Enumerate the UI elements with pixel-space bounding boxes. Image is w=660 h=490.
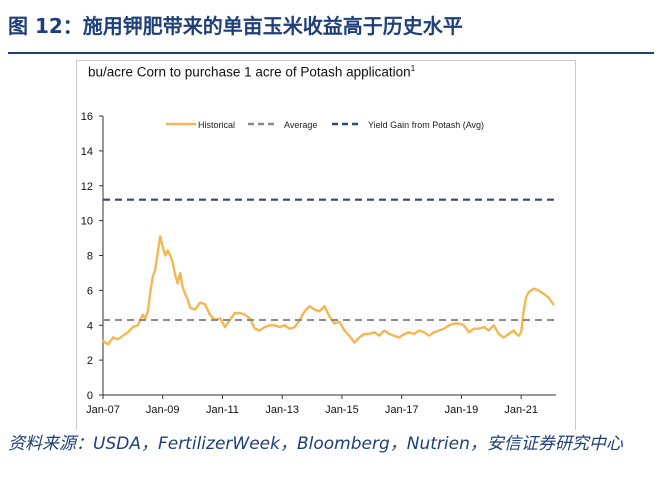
- x-tick-label: Jan-21: [504, 404, 538, 416]
- x-tick-label: Jan-13: [265, 404, 299, 416]
- source-note: 资料来源：USDA，FertilizerWeek，Bloomberg，Nutri…: [8, 434, 623, 454]
- x-tick-label: Jan-15: [325, 404, 359, 416]
- legend-label-1: Historical: [198, 120, 235, 130]
- title-divider: [8, 52, 654, 54]
- legend-label-2: Average: [284, 120, 317, 130]
- x-tick-label: Jan-11: [206, 404, 239, 416]
- y-tick-label: 10: [81, 216, 93, 228]
- x-tick-label: Jan-09: [146, 404, 180, 416]
- y-tick-label: 2: [87, 355, 93, 367]
- chart-title: bu/acre Corn to purchase 1 acre of Potas…: [88, 64, 415, 80]
- y-tick-label: 6: [87, 285, 93, 297]
- historical-line: [101, 235, 555, 346]
- y-tick-label: 4: [87, 320, 93, 332]
- y-tick-label: 14: [81, 146, 93, 158]
- chart-title-text: bu/acre Corn to purchase 1 acre of Potas…: [88, 64, 411, 80]
- y-tick-label: 16: [81, 111, 93, 123]
- x-tick-label: Jan-17: [385, 404, 419, 416]
- x-tick-label: Jan-19: [445, 404, 479, 416]
- y-tick-label: 8: [87, 251, 93, 263]
- figure-title: 图 12：施用钾肥带来的单亩玉米收益高于历史水平: [8, 14, 463, 38]
- y-tick-label: 0: [87, 390, 93, 402]
- line-chart: 0 2 4 6 8 10 12 14 16 Jan-07 Jan-09 Jan-11 Jan-13 Jan…: [81, 111, 556, 416]
- chart-title-footnote-mark: 1: [410, 64, 416, 73]
- legend-label-3: Yield Gain from Potash (Avg): [368, 120, 484, 130]
- x-tick-label: Jan-07: [86, 404, 120, 416]
- y-tick-label: 12: [81, 181, 93, 193]
- chart-frame: [76, 60, 576, 430]
